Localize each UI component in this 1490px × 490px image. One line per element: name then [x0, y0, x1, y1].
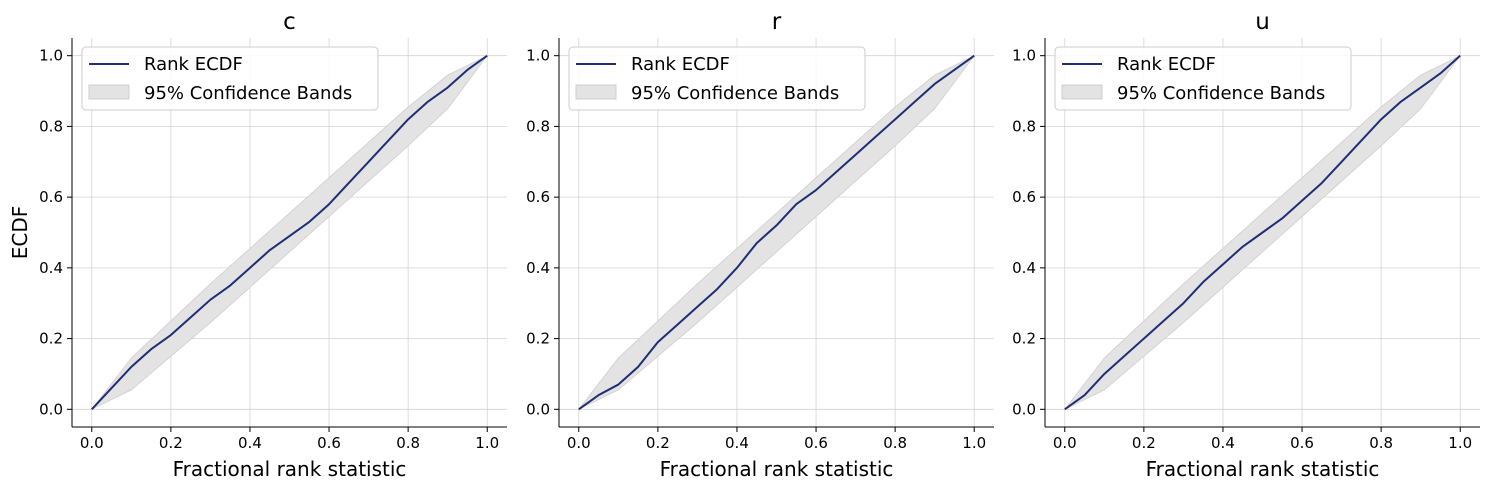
y-tick-label: 0.8 — [1012, 117, 1036, 135]
legend-box — [568, 46, 866, 111]
y-tick-label: 0.2 — [39, 330, 63, 348]
legend-line-label: Rank ECDF — [1117, 54, 1216, 75]
y-tick-label: 0.8 — [39, 117, 63, 135]
x-tick-label: 0.4 — [1211, 434, 1235, 452]
x-tick-label: 1.0 — [1448, 434, 1472, 452]
x-tick-label: 0.2 — [1132, 434, 1156, 452]
y-tick-label: 0.0 — [39, 400, 63, 418]
panel-title: r — [772, 9, 782, 35]
rank-ecdf-line — [91, 54, 488, 411]
y-tick-label: 0.4 — [1012, 259, 1036, 277]
x-tick-label: 0.8 — [1369, 434, 1393, 452]
x-tick-label: 0.6 — [317, 434, 341, 452]
legend-band-label: 95% Confidence Bands — [631, 83, 839, 104]
x-tick-label: 0.0 — [80, 434, 104, 452]
legend-band-label: 95% Confidence Bands — [1117, 83, 1325, 104]
x-tick-label: 0.8 — [396, 434, 420, 452]
rank-ecdf-line — [578, 54, 975, 411]
legend-band-swatch — [575, 84, 617, 100]
y-tick-label: 0.0 — [526, 400, 550, 418]
y-tick-label: 0.4 — [526, 259, 550, 277]
x-tick-label: 0.0 — [567, 434, 591, 452]
x-tick-label: 1.0 — [962, 434, 986, 452]
x-tick-label: 1.0 — [475, 434, 499, 452]
y-tick-label: 0.6 — [1012, 188, 1036, 206]
panel-title: u — [1255, 9, 1270, 35]
x-tick-label: 0.6 — [1290, 434, 1314, 452]
rank-ecdf-line — [1064, 54, 1461, 411]
y-tick-label: 0.6 — [39, 188, 63, 206]
panel-title: c — [283, 9, 296, 35]
y-tick-label: 0.2 — [1012, 330, 1036, 348]
x-tick-label: 0.2 — [646, 434, 670, 452]
x-axis-label: Fractional rank statistic — [1146, 457, 1380, 481]
x-tick-label: 0.4 — [725, 434, 749, 452]
y-tick-label: 1.0 — [526, 47, 550, 65]
y-tick-label: 0.4 — [39, 259, 63, 277]
x-tick-label: 0.8 — [883, 434, 907, 452]
y-tick-label: 0.6 — [526, 188, 550, 206]
legend-band-swatch — [1061, 84, 1103, 100]
y-tick-label: 0.8 — [526, 117, 550, 135]
legend-box — [81, 46, 379, 111]
x-axis-label: Fractional rank statistic — [660, 457, 894, 481]
legend-line-label: Rank ECDF — [631, 54, 730, 75]
x-tick-label: 0.6 — [804, 434, 828, 452]
legend-line-label: Rank ECDF — [144, 54, 243, 75]
x-tick-label: 0.0 — [1053, 434, 1077, 452]
y-axis-label: ECDF — [8, 206, 32, 260]
y-tick-label: 0.0 — [1012, 400, 1036, 418]
legend-box — [1054, 46, 1352, 111]
legend-band-label: 95% Confidence Bands — [144, 83, 352, 104]
y-tick-label: 0.2 — [526, 330, 550, 348]
x-tick-label: 0.4 — [238, 434, 262, 452]
legend-band-swatch — [88, 84, 130, 100]
y-tick-label: 1.0 — [1012, 47, 1036, 65]
y-tick-label: 1.0 — [39, 47, 63, 65]
x-tick-label: 0.2 — [159, 434, 183, 452]
x-axis-label: Fractional rank statistic — [173, 457, 407, 481]
